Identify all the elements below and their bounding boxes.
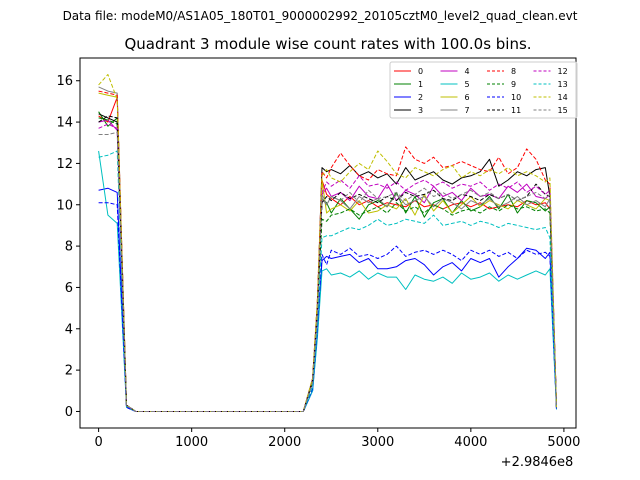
series-line-13 (98, 150, 557, 412)
y-tick-label: 2 (65, 364, 73, 379)
legend-box (389, 61, 578, 119)
series-line-10 (98, 202, 557, 412)
series-line-8 (98, 90, 557, 412)
x-tick-label: 2000 (268, 435, 301, 450)
legend-label-13: 13 (558, 80, 568, 89)
x-tick-label: 1000 (175, 435, 208, 450)
x-tick-label: 3000 (361, 435, 394, 450)
legend-label-14: 14 (558, 93, 568, 102)
plot-frame (79, 57, 577, 429)
legend-label-11: 11 (511, 106, 521, 115)
y-tick-label: 16 (56, 74, 73, 89)
legend-label-7: 7 (465, 106, 470, 115)
legend-label-5: 5 (465, 80, 470, 89)
y-tick-label: 0 (65, 405, 73, 420)
series-line-14 (98, 74, 557, 412)
y-tick-label: 6 (65, 281, 73, 296)
series-line-11 (98, 115, 557, 412)
series-layer (98, 74, 557, 412)
legend-label-12: 12 (558, 67, 568, 76)
legend-label-4: 4 (465, 67, 470, 76)
data-file-label: Data file: modeM0/AS1A05_180T01_90000029… (63, 9, 578, 23)
x-offset-label: +2.9846e8 (501, 455, 574, 470)
legend-label-2: 2 (418, 93, 423, 102)
x-tick-label: 4000 (454, 435, 487, 450)
legend-label-0: 0 (418, 67, 423, 76)
legend-label-15: 15 (558, 106, 568, 115)
legend-label-6: 6 (465, 93, 470, 102)
legend-label-3: 3 (418, 106, 423, 115)
x-tick-label: 5000 (547, 435, 580, 450)
legend-label-8: 8 (511, 67, 516, 76)
y-tick-label: 4 (65, 322, 73, 337)
legend-label-9: 9 (511, 80, 516, 89)
legend-label-10: 10 (511, 93, 521, 102)
x-tick-label: 0 (94, 435, 102, 450)
chart-title: Quadrant 3 module wise count rates with … (124, 35, 531, 53)
y-tick-label: 10 (56, 198, 73, 213)
y-tick-label: 8 (65, 240, 73, 255)
y-tick-label: 12 (56, 157, 73, 172)
y-tick-label: 14 (56, 116, 73, 131)
legend-label-1: 1 (418, 80, 423, 89)
series-line-12 (98, 123, 557, 412)
series-line-15 (98, 131, 557, 412)
